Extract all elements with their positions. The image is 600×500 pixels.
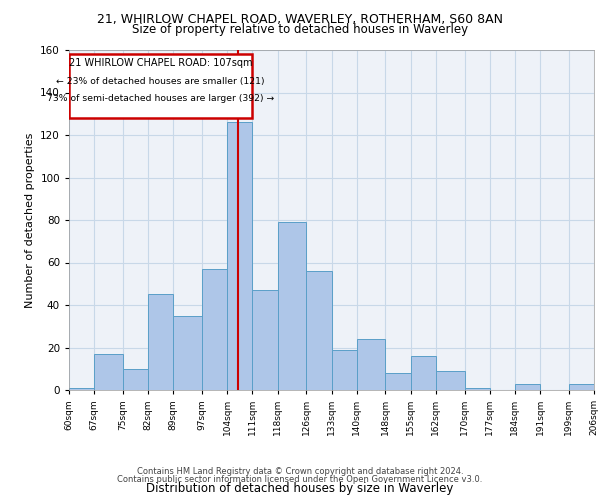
Text: 21, WHIRLOW CHAPEL ROAD, WAVERLEY, ROTHERHAM, S60 8AN: 21, WHIRLOW CHAPEL ROAD, WAVERLEY, ROTHE… xyxy=(97,12,503,26)
Bar xyxy=(173,316,202,390)
Y-axis label: Number of detached properties: Number of detached properties xyxy=(25,132,35,308)
Bar xyxy=(307,271,331,390)
Bar xyxy=(331,350,356,390)
Text: Distribution of detached houses by size in Waverley: Distribution of detached houses by size … xyxy=(146,482,454,495)
Bar xyxy=(515,384,540,390)
Bar xyxy=(202,269,227,390)
Bar xyxy=(385,373,410,390)
Bar xyxy=(94,354,123,390)
Text: 21 WHIRLOW CHAPEL ROAD: 107sqm: 21 WHIRLOW CHAPEL ROAD: 107sqm xyxy=(69,58,253,68)
Bar xyxy=(253,290,278,390)
Text: 73% of semi-detached houses are larger (392) →: 73% of semi-detached houses are larger (… xyxy=(47,94,274,102)
Bar xyxy=(123,369,148,390)
Text: ← 23% of detached houses are smaller (121): ← 23% of detached houses are smaller (12… xyxy=(56,76,265,86)
Bar xyxy=(410,356,436,390)
Bar xyxy=(69,388,94,390)
Bar xyxy=(436,371,464,390)
Bar xyxy=(569,384,594,390)
Text: Contains public sector information licensed under the Open Government Licence v3: Contains public sector information licen… xyxy=(118,475,482,484)
Bar xyxy=(464,388,490,390)
Bar xyxy=(356,339,385,390)
Text: Size of property relative to detached houses in Waverley: Size of property relative to detached ho… xyxy=(132,22,468,36)
Bar xyxy=(69,54,253,118)
Bar xyxy=(148,294,173,390)
Bar xyxy=(278,222,307,390)
Bar xyxy=(227,122,253,390)
Text: Contains HM Land Registry data © Crown copyright and database right 2024.: Contains HM Land Registry data © Crown c… xyxy=(137,467,463,476)
